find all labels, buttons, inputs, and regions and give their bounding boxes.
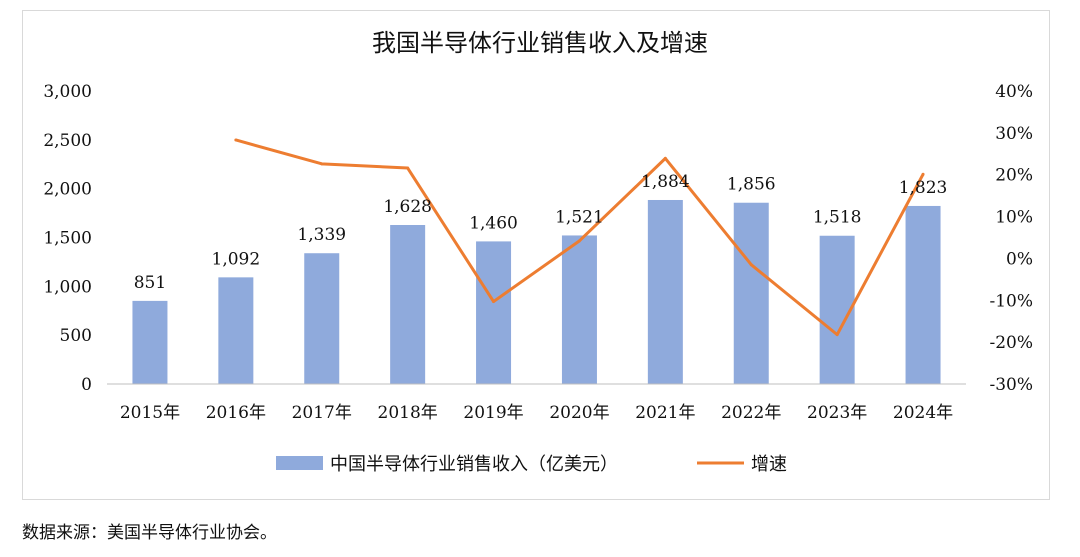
bar-data-label: 1,884 bbox=[641, 172, 690, 192]
bar-data-labels: 851 1,092 1,339 1,628 1,460 1,521 1,884 1,856 1,… bbox=[134, 172, 948, 293]
right-axis-tick-label: -10% bbox=[989, 291, 1033, 311]
left-axis-ticks: 0 500 1,000 1,500 2,000 2,500 3,000 bbox=[43, 82, 92, 395]
category-label: 2019年 bbox=[463, 403, 523, 423]
growth-point bbox=[835, 333, 839, 337]
bar-data-label: 1,628 bbox=[383, 197, 432, 217]
bar-data-label: 1,518 bbox=[813, 208, 862, 228]
growth-point bbox=[320, 162, 324, 166]
legend: 中国半导体行业销售收入（亿美元） 增速 bbox=[276, 454, 787, 475]
bar bbox=[132, 300, 168, 384]
bar bbox=[733, 202, 769, 384]
bar bbox=[218, 277, 254, 384]
left-axis-tick-label: 3,000 bbox=[43, 82, 92, 102]
growth-point bbox=[234, 138, 238, 142]
bar bbox=[647, 199, 683, 384]
category-label: 2018年 bbox=[378, 403, 438, 423]
right-axis-ticks: -30% -20% -10% 0% 10% 20% 30% 40% bbox=[989, 82, 1033, 395]
category-label: 2016年 bbox=[206, 403, 266, 423]
category-label: 2023年 bbox=[807, 403, 867, 423]
bar-data-label: 1,521 bbox=[555, 207, 604, 227]
category-label: 2017年 bbox=[292, 403, 352, 423]
left-axis-tick-label: 1,000 bbox=[43, 277, 92, 297]
chart-title: 我国半导体行业销售收入及增速 bbox=[372, 29, 708, 57]
bar bbox=[304, 253, 340, 384]
growth-point bbox=[406, 166, 410, 170]
growth-point bbox=[663, 156, 667, 160]
left-axis-tick-label: 0 bbox=[81, 375, 92, 395]
bar bbox=[390, 224, 426, 384]
left-axis-tick-label: 2,000 bbox=[43, 180, 92, 200]
right-axis-tick-label: 30% bbox=[995, 124, 1033, 144]
bar-data-label: 1,823 bbox=[899, 178, 948, 198]
bar-data-label: 1,856 bbox=[727, 175, 776, 195]
legend-bar-label: 中国半导体行业销售收入（亿美元） bbox=[330, 454, 618, 475]
growth-line-series bbox=[234, 138, 925, 337]
left-axis-tick-label: 1,500 bbox=[43, 229, 92, 249]
category-labels: 2015年 2016年 2017年 2018年 2019年 2020年 2021年 2022年… bbox=[120, 403, 953, 423]
bar bbox=[476, 241, 512, 384]
growth-point bbox=[921, 172, 925, 176]
bar bbox=[905, 205, 941, 384]
category-label: 2024年 bbox=[893, 403, 953, 423]
right-axis-tick-label: 10% bbox=[995, 208, 1033, 228]
left-axis-tick-label: 500 bbox=[60, 326, 92, 346]
bar-data-label: 1,460 bbox=[469, 213, 518, 233]
bar-series bbox=[132, 199, 941, 384]
bar-data-label: 1,339 bbox=[297, 225, 346, 245]
right-axis-tick-label: -20% bbox=[989, 333, 1033, 353]
growth-point bbox=[492, 300, 496, 304]
right-axis-tick-label: 20% bbox=[995, 166, 1033, 186]
legend-line-label: 增速 bbox=[751, 454, 787, 475]
legend-bar-swatch bbox=[276, 456, 323, 470]
right-axis-tick-label: -30% bbox=[989, 375, 1033, 395]
category-label: 2020年 bbox=[549, 403, 609, 423]
growth-point bbox=[749, 263, 753, 267]
source-note: 数据来源：美国半导体行业协会。 bbox=[22, 523, 277, 543]
growth-point bbox=[577, 239, 581, 243]
category-label: 2015年 bbox=[120, 403, 180, 423]
bar-data-label: 1,092 bbox=[212, 249, 261, 269]
right-axis-tick-label: 0% bbox=[1006, 249, 1033, 269]
bar-data-label: 851 bbox=[134, 273, 166, 293]
right-axis-tick-label: 40% bbox=[995, 82, 1033, 102]
category-label: 2022年 bbox=[721, 403, 781, 423]
bar bbox=[561, 235, 597, 384]
left-axis-tick-label: 2,500 bbox=[43, 131, 92, 151]
category-label: 2021年 bbox=[635, 403, 695, 423]
